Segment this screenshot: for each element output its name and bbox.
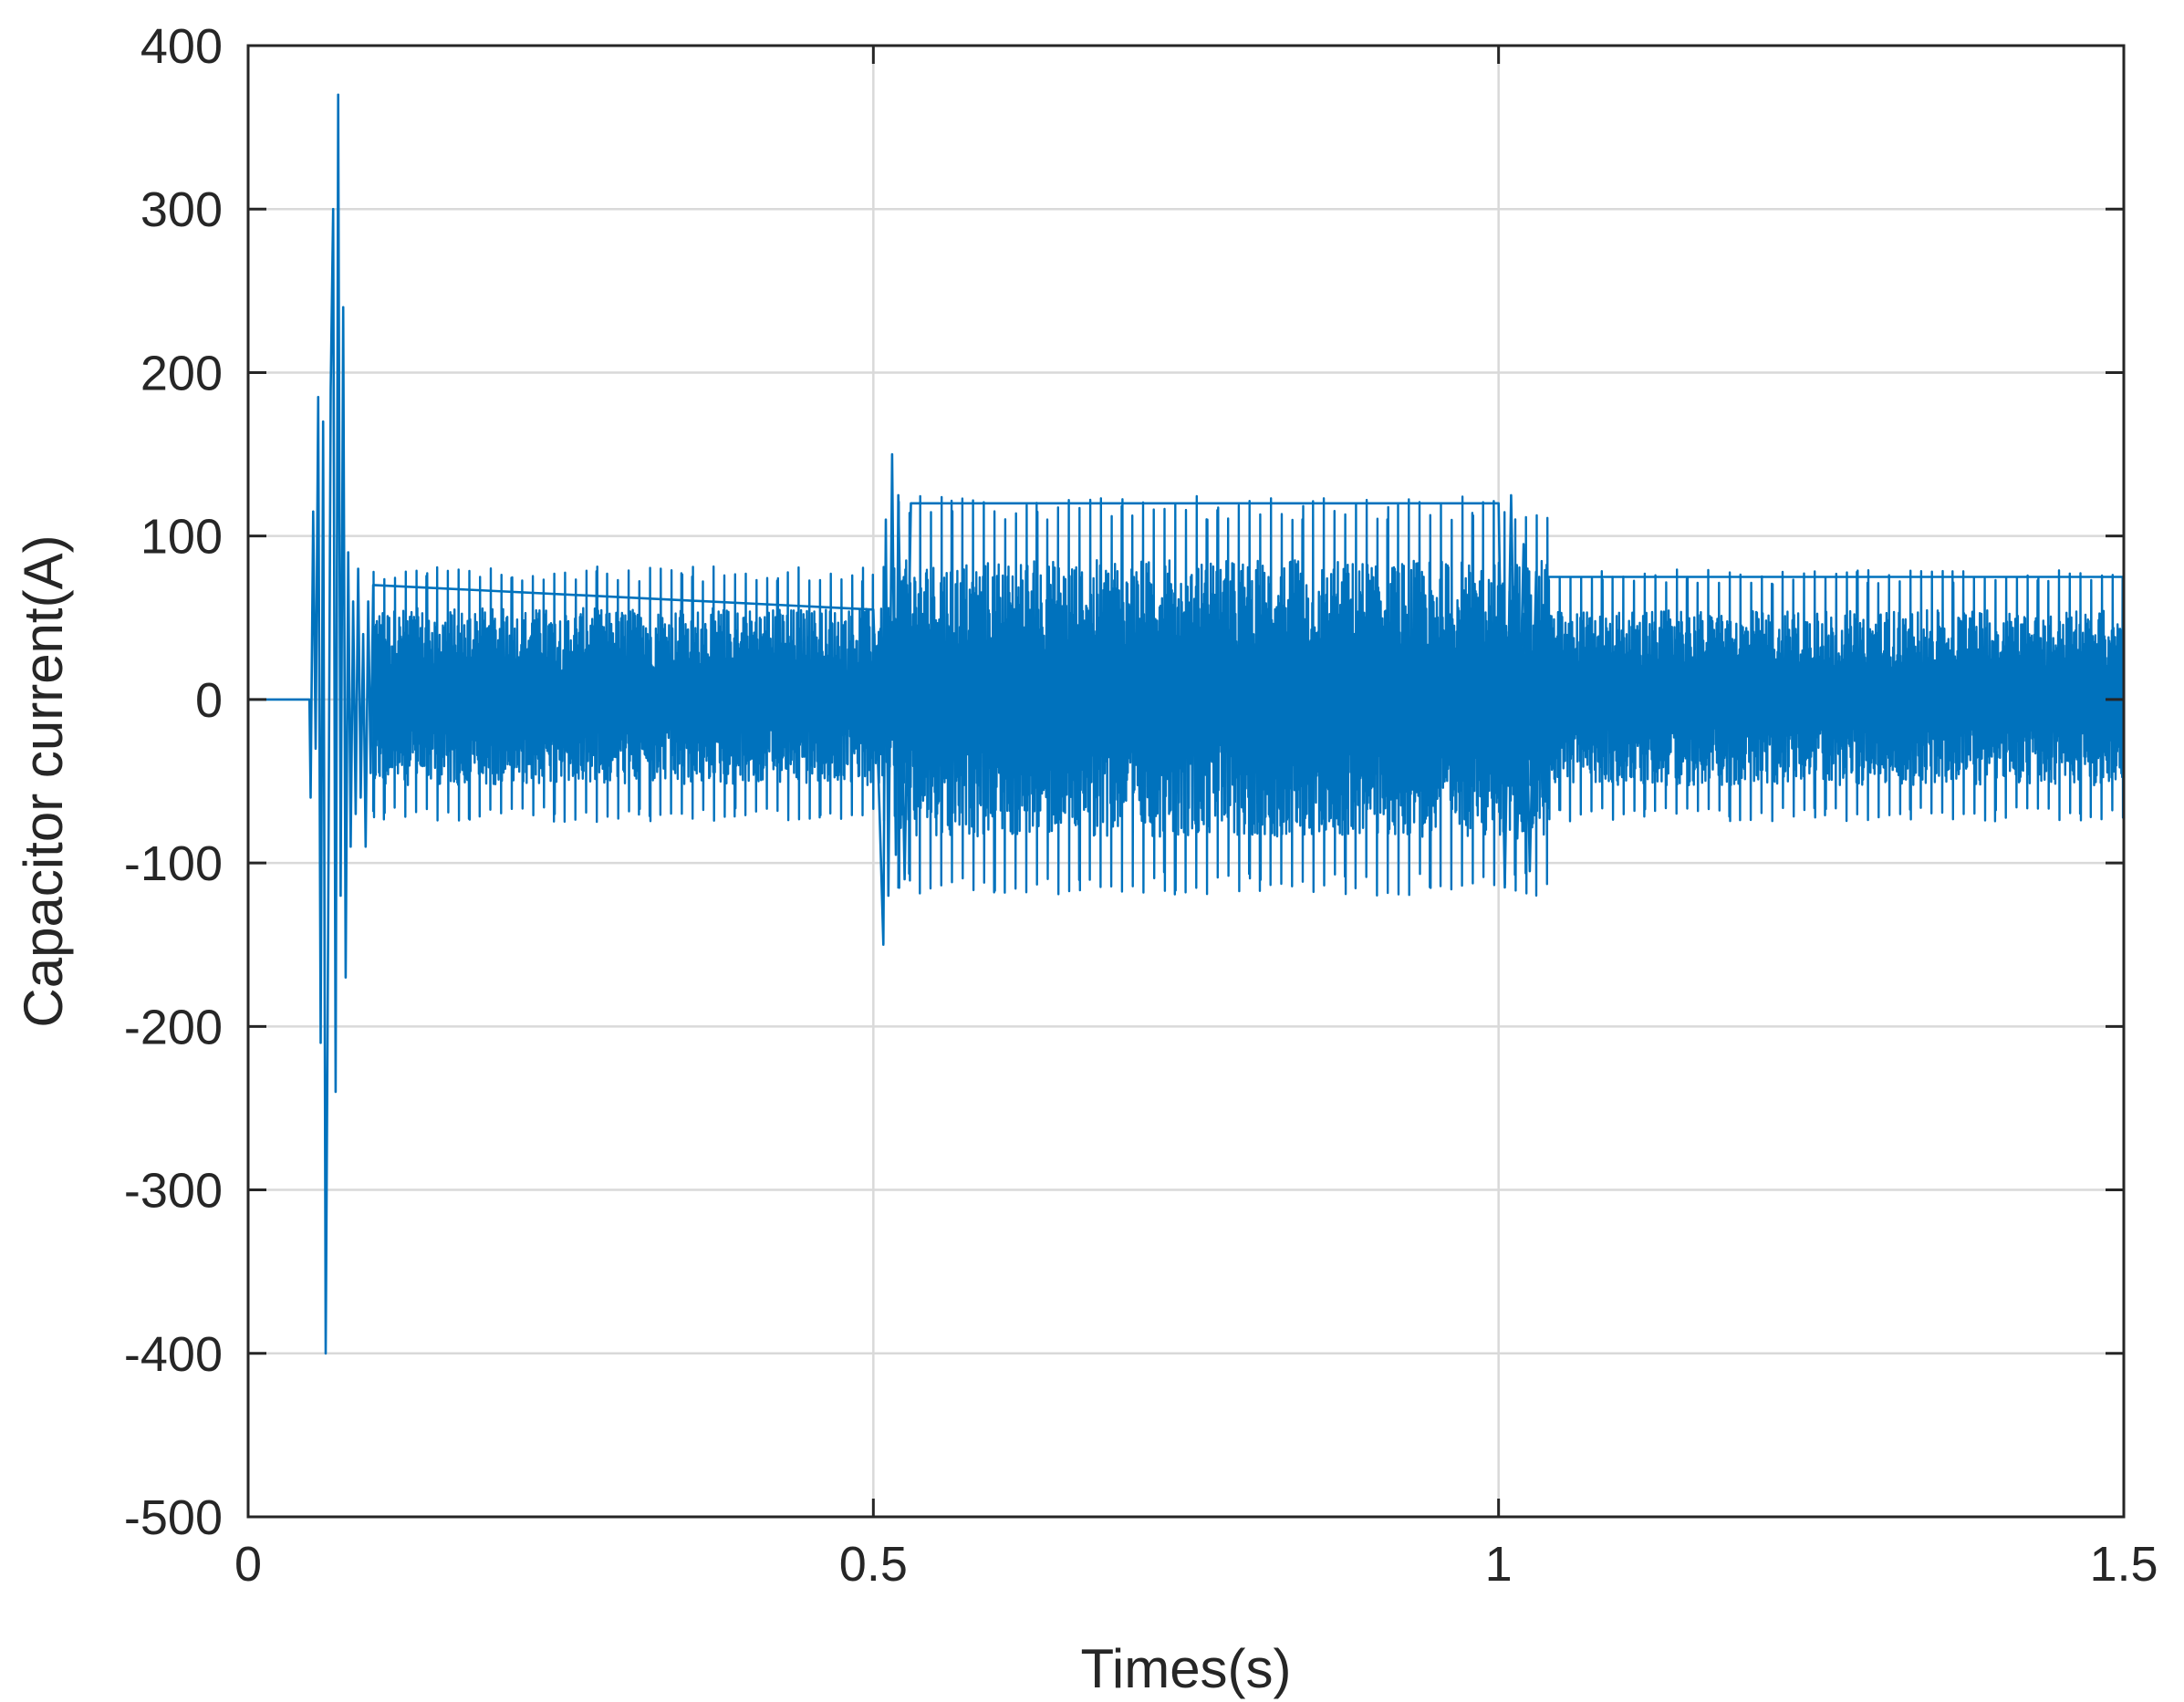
y-tick-label: 300 [140,182,223,237]
y-tick-label: 0 [195,673,223,728]
tick-labels: 0 0.5 1 1.5 400 300 200 100 0 -100 -200 -300 -400 -50… [124,19,2158,1592]
y-tick-label: -200 [124,1000,223,1054]
x-tick-label: 0 [234,1537,262,1592]
plot-frame [246,44,2126,1519]
y-tick-label: 100 [140,510,223,565]
x-axis-label: Times(s) [1080,1638,1291,1699]
series-layer [248,93,2125,1355]
x-tick-label: 0.5 [839,1537,908,1592]
y-tick-label: 400 [140,19,223,74]
series-line [248,93,2124,1355]
series-oscillation [897,494,1550,898]
ticks [246,44,2126,1519]
x-tick-label: 1.5 [2089,1537,2158,1592]
x-tick-label: 1 [1485,1537,1513,1592]
y-tick-label: -400 [124,1327,223,1382]
y-tick-label: 200 [140,346,223,400]
y-axis-label: Capacitor current(A) [13,534,74,1027]
series-oscillation [1547,568,2125,823]
y-tick-label: -100 [124,836,223,891]
y-tick-label: -500 [124,1490,223,1545]
series-oscillation [371,565,900,824]
y-tick-label: -300 [124,1164,223,1219]
